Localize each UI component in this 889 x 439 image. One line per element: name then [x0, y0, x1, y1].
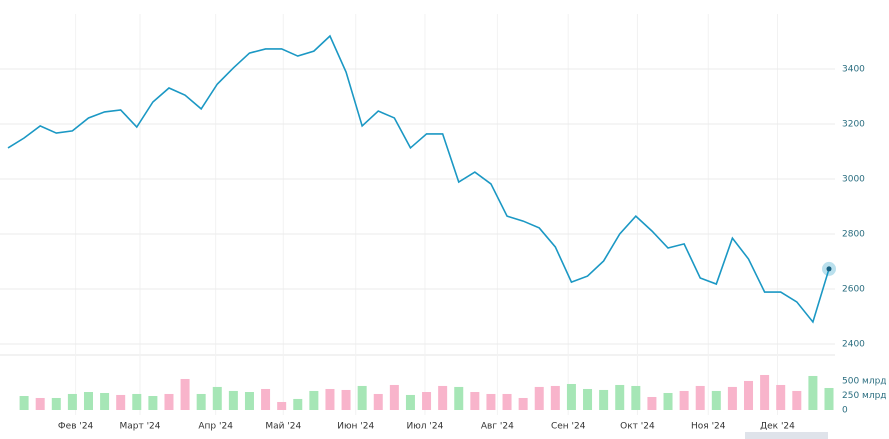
- volume-bar: [824, 387, 834, 410]
- volume-bar: [100, 392, 110, 410]
- volume-bar: [261, 388, 271, 410]
- volume-bar: [164, 393, 174, 410]
- volume-bar: [325, 388, 335, 410]
- y-tick-label: 0: [842, 406, 848, 416]
- volume-bar: [19, 396, 29, 410]
- x-tick-label: Окт '24: [620, 422, 655, 432]
- volume-bar: [808, 375, 818, 410]
- last-point: [826, 266, 832, 272]
- volume-bar: [534, 386, 544, 410]
- y-tick-label: 2600: [842, 285, 865, 295]
- volume-bar: [389, 384, 399, 410]
- volume-bar: [67, 393, 77, 410]
- volume-bar: [35, 397, 45, 410]
- y-tick-label: 3200: [842, 120, 865, 130]
- volume-bar: [454, 386, 464, 410]
- x-tick-label: Фев '24: [58, 422, 94, 432]
- volume-bar: [792, 390, 802, 410]
- volume-bar: [744, 380, 754, 410]
- volume-bar: [583, 388, 593, 410]
- volume-bar: [502, 393, 512, 410]
- volume-bar: [663, 392, 673, 410]
- volume-bar: [422, 392, 432, 410]
- volume-bar: [486, 393, 496, 410]
- y-tick-label: 2400: [842, 340, 865, 350]
- volume-bar: [631, 385, 641, 410]
- volume-bar: [405, 394, 415, 410]
- x-tick-label: Авг '24: [481, 422, 514, 432]
- y-tick-label: 500 млрд: [842, 376, 887, 386]
- y-tick-label: 3000: [842, 175, 865, 185]
- x-tick-label: Апр '24: [198, 422, 233, 432]
- volume-bar: [695, 385, 705, 410]
- y-tick-label: 3400: [842, 65, 865, 75]
- volume-bar: [180, 378, 190, 410]
- x-tick-label: Сен '24: [551, 422, 586, 432]
- volume-bar: [341, 389, 351, 410]
- volume-bar: [148, 396, 158, 410]
- x-tick-label: Ноя '24: [691, 422, 726, 432]
- scroll-window[interactable]: [745, 432, 828, 439]
- volume-bar: [228, 390, 238, 410]
- volume-bar: [550, 385, 560, 410]
- volume-bar: [615, 384, 625, 410]
- volume-bar: [438, 385, 448, 410]
- x-tick-label: Дек '24: [760, 422, 795, 432]
- volume-bar: [357, 385, 367, 410]
- volume-bar: [679, 390, 689, 410]
- volume-bar: [116, 394, 126, 410]
- volume-bar: [599, 389, 609, 410]
- x-tick-label: Июн '24: [337, 422, 374, 432]
- volume-bar: [711, 390, 721, 410]
- y-tick-label: 250 млрд: [842, 391, 887, 401]
- volume-bar: [373, 393, 383, 410]
- volume-bar: [647, 396, 657, 410]
- volume-bar: [470, 392, 480, 410]
- volume-bar: [277, 401, 287, 410]
- price-line: [7, 34, 830, 324]
- volume-bar: [518, 397, 528, 410]
- volume-bar: [727, 386, 737, 410]
- x-tick-label: Май '24: [265, 422, 301, 432]
- volume-bar: [244, 392, 254, 410]
- volume-bar: [776, 384, 786, 410]
- x-tick-label: Март '24: [119, 422, 160, 432]
- volume-bar: [196, 393, 206, 410]
- x-tick-label: Июл '24: [407, 422, 444, 432]
- volume-bar: [293, 398, 303, 410]
- volume-bar: [309, 390, 319, 410]
- volume-bar: [132, 393, 142, 410]
- volume-bar: [760, 374, 770, 410]
- volume-bar: [51, 397, 61, 410]
- y-tick-label: 2800: [842, 230, 865, 240]
- volume-bar: [566, 383, 576, 410]
- volume-bar: [83, 392, 93, 410]
- volume-bar: [212, 386, 222, 410]
